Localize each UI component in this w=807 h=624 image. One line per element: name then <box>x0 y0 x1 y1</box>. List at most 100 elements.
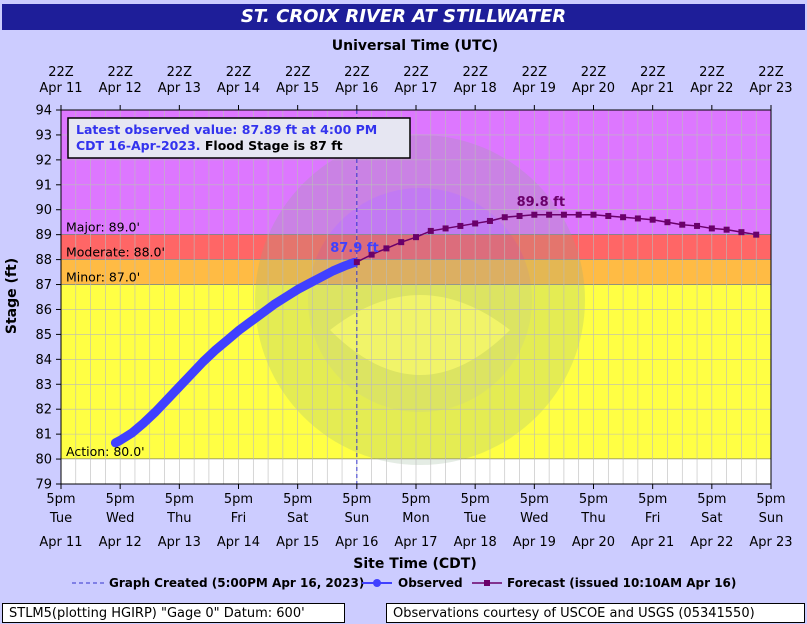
bottom-tick-day-7: Tue <box>463 511 486 526</box>
forecast-point <box>753 231 760 238</box>
bottom-tick-day-12: Sun <box>759 511 784 526</box>
top-tick-time-11: 22Z <box>699 65 725 80</box>
observed-point <box>305 279 314 288</box>
y-tick-label-2: 81 <box>35 428 52 443</box>
forecast-point <box>694 222 701 229</box>
forecast-point <box>546 211 553 218</box>
observed-point <box>128 428 136 437</box>
band-label-2: Minor: 87.0' <box>66 270 140 285</box>
forecast-point <box>575 211 582 218</box>
observed-point <box>317 273 326 282</box>
hydrograph-chart: Major: 89.0' Moderate: 88.0' Minor: 87.0' A… <box>4 38 793 590</box>
bottom-tick-date-5: Apr 16 <box>335 535 378 550</box>
bottom-tick-day-10: Fri <box>645 511 661 526</box>
bottom-tick-date-6: Apr 17 <box>394 535 437 550</box>
forecast-point <box>472 220 479 227</box>
observed-series <box>110 257 359 448</box>
forecast-point <box>560 211 567 218</box>
observed-line <box>110 257 359 448</box>
y-axis-title: Stage (ft) <box>4 258 20 334</box>
forecast-point <box>501 214 508 221</box>
bottom-tick-time-8: 5pm <box>520 492 549 507</box>
y-tick-label-11: 90 <box>35 203 52 218</box>
bottom-tick-day-6: Mon <box>402 511 429 526</box>
top-tick-time-7: 22Z <box>462 65 488 80</box>
top-tick-time-9: 22Z <box>581 65 607 80</box>
observed-point <box>234 326 243 335</box>
bottom-tick-date-10: Apr 21 <box>631 535 674 550</box>
top-tick-time-5: 22Z <box>344 65 370 80</box>
bottom-tick-day-2: Thu <box>166 511 191 526</box>
forecast-point <box>590 211 597 218</box>
forecast-point <box>620 214 627 221</box>
top-tick-time-6: 22Z <box>403 65 429 80</box>
bottom-tick-date-9: Apr 20 <box>572 535 615 550</box>
bottom-tick-date-12: Apr 23 <box>749 535 792 550</box>
chart-title: ST. CROIX RIVER AT STILLWATER <box>2 4 805 30</box>
top-tick-date-8: Apr 19 <box>513 81 556 96</box>
forecast-point <box>383 245 390 252</box>
forecast-point <box>516 212 523 219</box>
bottom-tick-date-3: Apr 14 <box>217 535 260 550</box>
top-tick-date-7: Apr 18 <box>454 81 497 96</box>
forecast-point <box>398 239 405 246</box>
bottom-tick-day-0: Tue <box>49 511 72 526</box>
band-label-3: Action: 80.0' <box>66 444 145 459</box>
forecast-point <box>738 229 745 236</box>
bottom-tick-date-7: Apr 18 <box>454 535 497 550</box>
bottom-axis-title: Site Time (CDT) <box>353 556 477 572</box>
legend: Graph Created (5:00PM Apr 16, 2023) Obse… <box>72 576 736 590</box>
forecast-point <box>442 225 449 232</box>
top-tick-date-11: Apr 22 <box>690 81 733 96</box>
forecast-point <box>649 216 656 223</box>
bottom-tick-date-2: Apr 13 <box>158 535 201 550</box>
observations-credit: Observations courtesy of USCOE and USGS … <box>386 603 805 623</box>
bottom-tick-day-1: Wed <box>106 511 134 526</box>
forecast-point <box>634 215 641 222</box>
observed-point <box>270 300 278 309</box>
y-tick-label-7: 86 <box>35 303 52 318</box>
y-tick-label-1: 80 <box>35 453 52 468</box>
bottom-tick-day-9: Thu <box>580 511 605 526</box>
top-tick-date-12: Apr 23 <box>749 81 792 96</box>
y-tick-label-6: 85 <box>35 328 52 343</box>
forecast-point <box>457 222 464 229</box>
bottom-tick-date-4: Apr 15 <box>276 535 319 550</box>
forecast-point <box>605 212 612 219</box>
forecast-point <box>427 227 434 234</box>
observed-point <box>187 370 196 379</box>
forecast-line <box>356 213 757 263</box>
top-tick-time-12: 22Z <box>758 65 784 80</box>
bottom-tick-time-5: 5pm <box>342 492 371 507</box>
observed-point <box>281 293 290 301</box>
top-tick-date-4: Apr 15 <box>276 81 319 96</box>
top-tick-time-1: 22Z <box>107 65 133 80</box>
top-tick-date-9: Apr 20 <box>572 81 615 96</box>
bottom-tick-date-0: Apr 11 <box>39 535 82 550</box>
observed-point <box>341 261 349 270</box>
y-tick-label-12: 91 <box>35 178 52 193</box>
observed-point <box>151 407 160 416</box>
svg-text:CDT 16-Apr-2023. Flood Stage i: CDT 16-Apr-2023. Flood Stage is 87 ft <box>76 138 343 153</box>
bottom-tick-time-12: 5pm <box>756 492 785 507</box>
bottom-tick-time-2: 5pm <box>165 492 194 507</box>
bottom-tick-time-4: 5pm <box>283 492 312 507</box>
observed-point <box>163 395 172 404</box>
observed-point <box>258 309 267 318</box>
datum-note: STLM5(plotting HGIRP) "Gage 0" Datum: 60… <box>2 603 345 623</box>
band-label-1: Moderate: 88.0' <box>66 245 165 260</box>
top-tick-time-8: 22Z <box>522 65 548 80</box>
bottom-tick-day-8: Wed <box>520 511 548 526</box>
top-tick-date-1: Apr 12 <box>99 81 142 96</box>
y-tick-label-15: 94 <box>35 104 52 119</box>
flood-band-labels: Major: 89.0' Moderate: 88.0' Minor: 87.0' A… <box>66 220 165 459</box>
band-label-0: Major: 89.0' <box>66 220 140 235</box>
forecast-point <box>531 211 538 218</box>
top-tick-time-4: 22Z <box>285 65 311 80</box>
bottom-tick-time-3: 5pm <box>224 492 253 507</box>
bottom-tick-time-9: 5pm <box>579 492 608 507</box>
y-tick-label-3: 82 <box>35 403 52 418</box>
forecast-point <box>353 259 360 266</box>
bottom-tick-time-7: 5pm <box>461 492 490 507</box>
